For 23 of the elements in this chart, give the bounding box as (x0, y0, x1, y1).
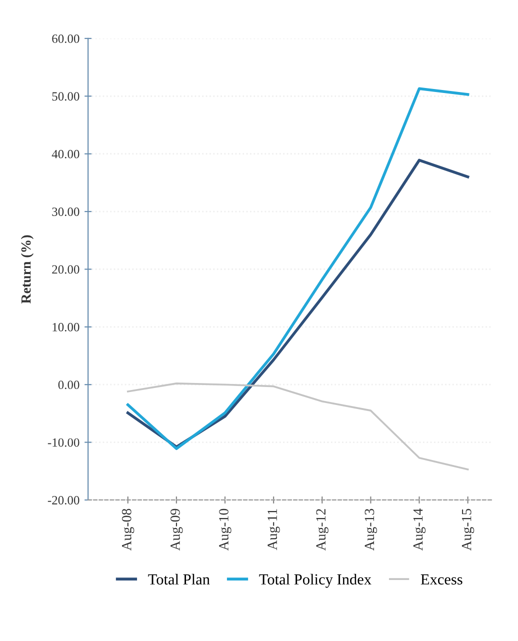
legend-label: Total Plan (148, 574, 210, 585)
x-tick-label: Aug-13 (364, 508, 377, 551)
y-axis-title: Return (%) (20, 235, 34, 304)
x-tick-label: Aug-11 (268, 509, 280, 550)
y-tick-label: -10.00 (48, 438, 80, 447)
legend-label: Excess (420, 574, 462, 585)
x-tick-label: Aug-09 (170, 508, 183, 551)
line-series (126, 87, 470, 450)
y-tick-label: 50.00 (52, 92, 80, 101)
line-series (126, 382, 469, 470)
x-tick-label: Aug-10 (219, 508, 232, 551)
x-tick-label: Aug-08 (122, 508, 134, 551)
y-tick-label: 10.00 (52, 322, 80, 332)
y-tick-label: 40.00 (52, 150, 80, 158)
y-tick-label: 60.00 (52, 34, 80, 43)
x-tick-label: Aug-15 (462, 508, 474, 551)
x-tick-label: Aug-14 (413, 508, 426, 551)
y-tick-label: 30.00 (52, 208, 80, 216)
legend-label: Total Policy Index (259, 574, 372, 588)
y-tick-label: 0.00 (58, 380, 80, 390)
y-tick-label: -20.00 (48, 496, 80, 504)
y-tick-label: 20.00 (52, 265, 80, 274)
x-tick-label: Aug-12 (316, 509, 328, 551)
